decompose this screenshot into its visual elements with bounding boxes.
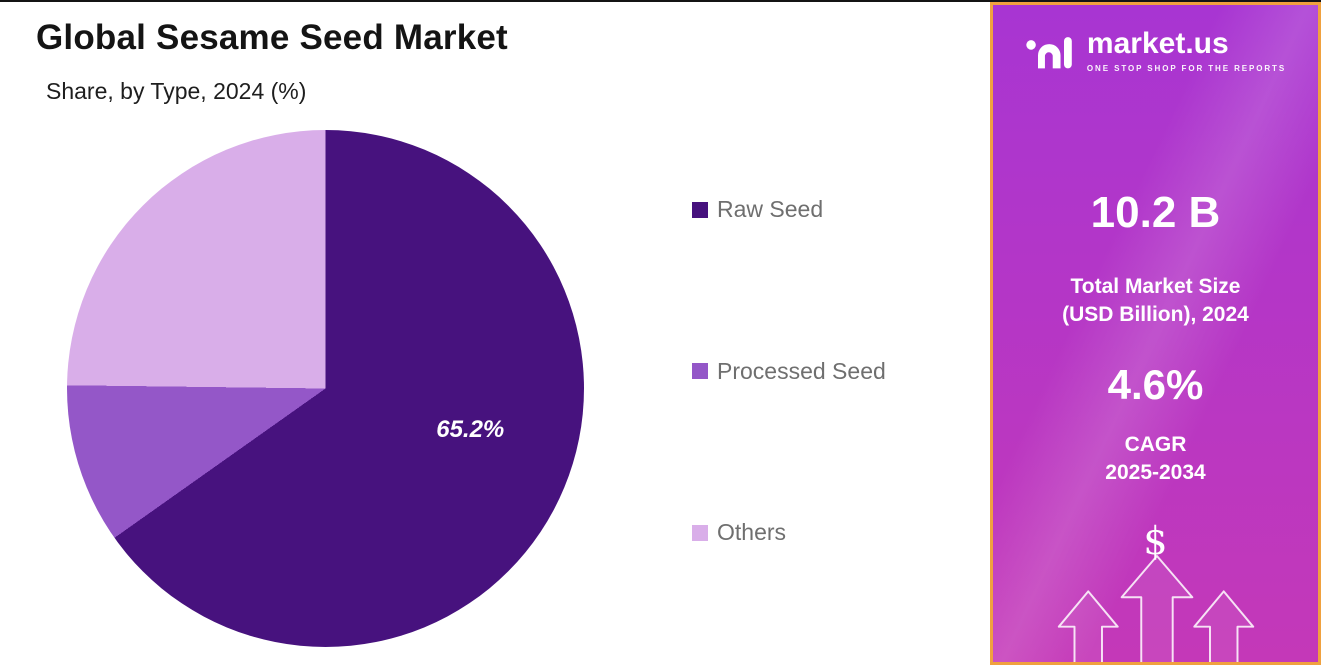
legend-swatch-processed-seed — [692, 363, 708, 379]
brand-text: market.us ONE STOP SHOP FOR THE REPORTS — [1086, 27, 1287, 74]
page-title: Global Sesame Seed Market — [36, 18, 508, 57]
chart-subtitle: Share, by Type, 2024 (%) — [46, 78, 307, 104]
legend-label-raw-seed: Raw Seed — [717, 196, 824, 222]
pie-chart: 65.2% — [67, 130, 584, 647]
pie-slice-label: 65.2% — [436, 415, 505, 443]
legend-item-raw-seed: Raw Seed — [692, 196, 886, 223]
cagr-value: 4.6% — [1107, 361, 1204, 408]
marketus-logo-icon — [1025, 31, 1077, 71]
legend-item-processed-seed: Processed Seed — [692, 358, 886, 385]
cagr-label-line1: CAGR — [1124, 433, 1187, 456]
brand-logo: market.us ONE STOP SHOP FOR THE REPORTS — [993, 29, 1318, 73]
growth-arrows-icon — [1057, 555, 1255, 662]
legend-item-others: Others — [692, 519, 886, 546]
market-size-label: Total Market Size (USD Billion), 2024 — [993, 273, 1318, 329]
legend-swatch-others — [692, 524, 708, 541]
brand-name: market.us — [1086, 27, 1229, 60]
market-size-label-line1: Total Market Size — [1070, 275, 1241, 298]
market-size-label-line2: (USD Billion), 2024 — [1062, 303, 1249, 326]
legend-swatch-raw-seed — [692, 201, 708, 218]
dollar-symbol: $ — [1143, 519, 1168, 563]
info-sidebar: market.us ONE STOP SHOP FOR THE REPORTS … — [990, 2, 1321, 665]
legend-label-others: Others — [717, 519, 787, 545]
market-size-value: 10.2 B — [1090, 188, 1221, 237]
brand-tagline: ONE STOP SHOP FOR THE REPORTS — [1086, 64, 1287, 73]
cagr-label-line2: 2025-2034 — [1105, 461, 1206, 484]
cagr-label: CAGR 2025-2034 — [993, 431, 1318, 487]
chart-legend: Raw Seed Processed Seed Others — [692, 196, 886, 546]
legend-label-processed-seed: Processed Seed — [717, 357, 886, 384]
